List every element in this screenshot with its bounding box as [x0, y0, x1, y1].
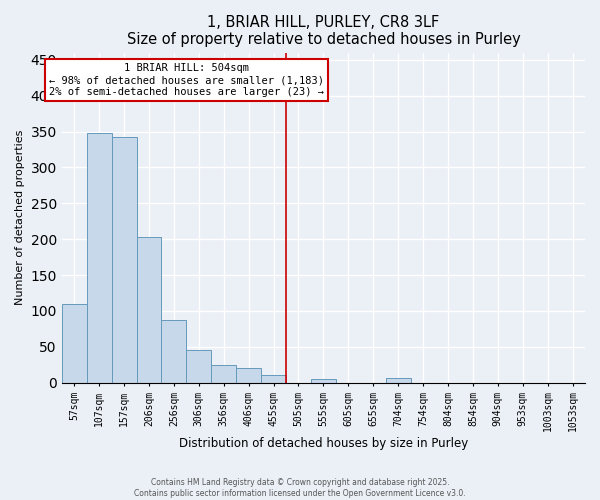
Text: 1 BRIAR HILL: 504sqm
← 98% of detached houses are smaller (1,183)
2% of semi-det: 1 BRIAR HILL: 504sqm ← 98% of detached h… [49, 64, 324, 96]
Title: 1, BRIAR HILL, PURLEY, CR8 3LF
Size of property relative to detached houses in P: 1, BRIAR HILL, PURLEY, CR8 3LF Size of p… [127, 15, 520, 48]
Bar [311, 379, 336, 382]
Bar [236, 368, 261, 382]
Bar [112, 136, 137, 382]
Bar [87, 133, 112, 382]
Bar [187, 350, 211, 382]
Text: Contains HM Land Registry data © Crown copyright and database right 2025.
Contai: Contains HM Land Registry data © Crown c… [134, 478, 466, 498]
Bar [211, 366, 236, 382]
Bar [386, 378, 410, 382]
Bar [137, 237, 161, 382]
Y-axis label: Number of detached properties: Number of detached properties [15, 130, 25, 306]
Bar [62, 304, 87, 382]
Bar [161, 320, 187, 382]
Bar [261, 375, 286, 382]
X-axis label: Distribution of detached houses by size in Purley: Distribution of detached houses by size … [179, 437, 468, 450]
